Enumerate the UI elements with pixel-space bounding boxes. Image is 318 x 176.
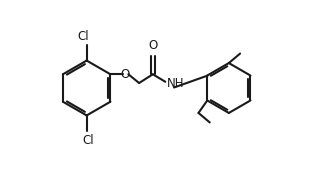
Text: Cl: Cl: [82, 134, 94, 147]
Text: O: O: [148, 39, 157, 52]
Text: O: O: [121, 68, 130, 81]
Text: Cl: Cl: [78, 30, 89, 43]
Text: NH: NH: [167, 77, 184, 90]
